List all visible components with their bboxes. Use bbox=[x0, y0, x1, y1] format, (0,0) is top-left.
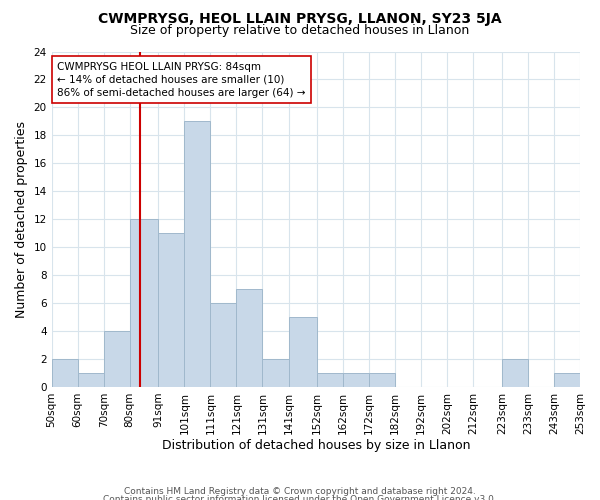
Bar bbox=[262, 359, 289, 387]
Bar bbox=[211, 303, 236, 387]
Bar bbox=[104, 331, 130, 387]
Text: CWMPRYSG, HEOL LLAIN PRYSG, LLANON, SY23 5JA: CWMPRYSG, HEOL LLAIN PRYSG, LLANON, SY23… bbox=[98, 12, 502, 26]
Bar bbox=[130, 219, 158, 387]
Bar bbox=[343, 373, 369, 387]
Text: Size of property relative to detached houses in Llanon: Size of property relative to detached ho… bbox=[130, 24, 470, 37]
Text: Contains public sector information licensed under the Open Government Licence v3: Contains public sector information licen… bbox=[103, 495, 497, 500]
Bar bbox=[554, 373, 580, 387]
Bar bbox=[502, 359, 528, 387]
Bar bbox=[77, 373, 104, 387]
Bar bbox=[52, 359, 77, 387]
Text: Contains HM Land Registry data © Crown copyright and database right 2024.: Contains HM Land Registry data © Crown c… bbox=[124, 488, 476, 496]
X-axis label: Distribution of detached houses by size in Llanon: Distribution of detached houses by size … bbox=[161, 440, 470, 452]
Y-axis label: Number of detached properties: Number of detached properties bbox=[15, 120, 28, 318]
Bar bbox=[236, 289, 262, 387]
Bar bbox=[369, 373, 395, 387]
Bar bbox=[317, 373, 343, 387]
Text: CWMPRYSG HEOL LLAIN PRYSG: 84sqm
← 14% of detached houses are smaller (10)
86% o: CWMPRYSG HEOL LLAIN PRYSG: 84sqm ← 14% o… bbox=[57, 62, 305, 98]
Bar bbox=[289, 317, 317, 387]
Bar bbox=[184, 122, 211, 387]
Bar bbox=[158, 233, 184, 387]
